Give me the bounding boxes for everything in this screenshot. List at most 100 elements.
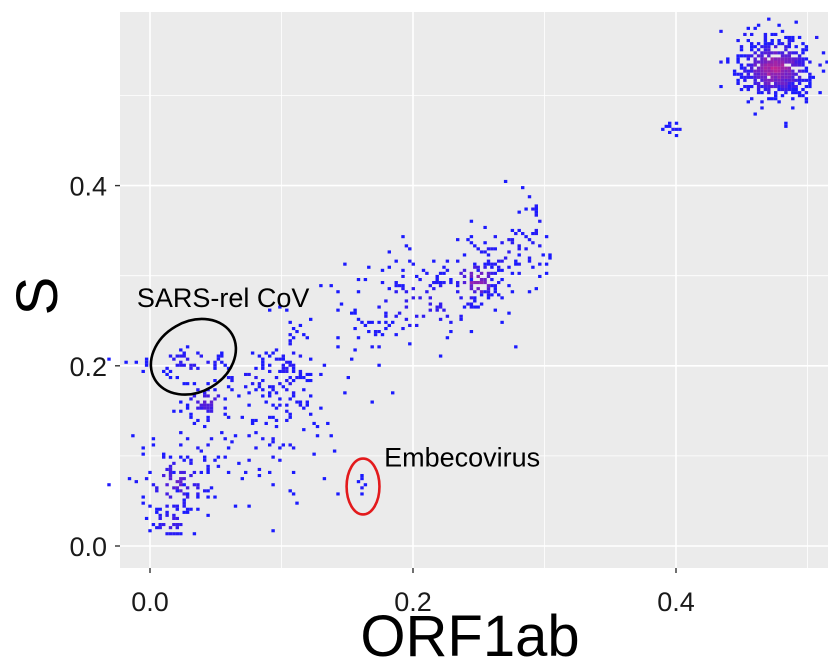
heatmap-cell bbox=[384, 314, 388, 318]
heatmap-cell bbox=[746, 63, 750, 67]
heatmap-cell bbox=[497, 268, 501, 272]
heatmap-cell bbox=[760, 72, 764, 76]
heatmap-cell bbox=[746, 39, 750, 43]
heatmap-cell bbox=[302, 388, 306, 392]
heatmap-cell bbox=[760, 106, 764, 110]
heatmap-cell bbox=[179, 523, 183, 527]
heatmap-cell bbox=[408, 259, 412, 263]
heatmap-cell bbox=[291, 379, 296, 383]
heatmap-cell bbox=[203, 403, 207, 407]
heatmap-cell bbox=[367, 265, 371, 269]
heatmap-cell bbox=[182, 510, 186, 514]
heatmap-cell bbox=[168, 467, 173, 471]
heatmap-cell bbox=[216, 464, 221, 468]
heatmap-cell bbox=[394, 290, 398, 294]
heatmap-cell bbox=[206, 403, 210, 407]
heatmap-cell bbox=[312, 421, 316, 425]
heatmap-cell bbox=[415, 274, 419, 278]
heatmap-cell bbox=[244, 372, 248, 376]
heatmap-cell bbox=[168, 495, 173, 499]
heatmap-cell bbox=[336, 290, 340, 294]
heatmap-cell bbox=[804, 91, 809, 95]
heatmap-cell bbox=[356, 290, 361, 294]
heatmap-cell bbox=[319, 406, 323, 410]
heatmap-cell bbox=[736, 81, 740, 85]
heatmap-cell bbox=[770, 66, 774, 70]
heatmap-cell bbox=[189, 412, 193, 416]
heatmap-cell bbox=[332, 449, 337, 453]
heatmap-cell bbox=[777, 100, 781, 104]
minor-gridlines bbox=[120, 12, 828, 568]
heatmap-cell bbox=[438, 271, 443, 275]
heatmap-cell bbox=[750, 66, 754, 70]
heatmap-cell bbox=[203, 394, 207, 398]
heatmap-cell bbox=[298, 369, 303, 373]
heatmap-cell bbox=[309, 412, 313, 416]
heatmap-cell bbox=[743, 75, 747, 79]
heatmap-cell bbox=[787, 45, 791, 49]
heatmap-cell bbox=[196, 351, 200, 355]
heatmap-cell bbox=[203, 391, 207, 395]
heatmap-cell bbox=[746, 88, 750, 92]
heatmap-cell bbox=[206, 382, 210, 386]
heatmap-cell bbox=[476, 281, 480, 285]
heatmap-cell bbox=[473, 296, 477, 300]
heatmap-cell bbox=[107, 483, 111, 487]
heatmap-cell bbox=[230, 379, 234, 383]
heatmap-cell bbox=[797, 94, 802, 98]
heatmap-cell bbox=[767, 66, 771, 70]
heatmap-cell bbox=[209, 409, 214, 413]
x-tick-label: 0.0 bbox=[131, 587, 169, 617]
heatmap-cell bbox=[387, 250, 391, 254]
heatmap-cell bbox=[750, 85, 754, 89]
heatmap-cell bbox=[763, 85, 768, 89]
heatmap-cell bbox=[787, 78, 791, 82]
heatmap-cell bbox=[473, 305, 477, 309]
heatmap-cell bbox=[787, 42, 791, 46]
heatmap-cell bbox=[456, 281, 460, 285]
heatmap-cell bbox=[787, 88, 791, 92]
heatmap-cell bbox=[127, 477, 132, 481]
heatmap-cell bbox=[380, 268, 385, 272]
heatmap-cell bbox=[784, 88, 788, 92]
heatmap-cell bbox=[134, 360, 138, 364]
heatmap-cell bbox=[155, 489, 159, 493]
heatmap-cell bbox=[274, 357, 279, 361]
heatmap-cell bbox=[668, 121, 672, 125]
heatmap-cell bbox=[794, 20, 798, 24]
heatmap-cell bbox=[254, 388, 258, 392]
heatmap-cell bbox=[432, 281, 436, 285]
heatmap-cell bbox=[780, 42, 785, 46]
heatmap-cell bbox=[777, 66, 781, 70]
heatmap-cell bbox=[336, 345, 340, 349]
heatmap-cell bbox=[469, 284, 474, 288]
heatmap-cell bbox=[158, 513, 162, 517]
heatmap-cell bbox=[185, 455, 190, 459]
heatmap-cell bbox=[350, 357, 354, 361]
heatmap-cell bbox=[322, 477, 327, 481]
heatmap-cell bbox=[428, 296, 432, 300]
heatmap-cell bbox=[285, 369, 289, 373]
heatmap-cell bbox=[288, 320, 292, 324]
heatmap-cell bbox=[490, 284, 494, 288]
heatmap-cell bbox=[774, 45, 778, 49]
heatmap-cell bbox=[196, 446, 200, 450]
heatmap-cell bbox=[298, 323, 303, 327]
heatmap-cell bbox=[507, 284, 511, 288]
heatmap-cell bbox=[469, 281, 474, 285]
heatmap-cell bbox=[527, 238, 532, 242]
heatmap-cell bbox=[541, 253, 545, 257]
heatmap-cell bbox=[302, 333, 306, 337]
heatmap-cell bbox=[179, 470, 183, 474]
heatmap-cell bbox=[179, 483, 183, 487]
annotation-ellipse bbox=[149, 317, 238, 396]
heatmap-cell bbox=[500, 320, 504, 324]
heatmap-cell bbox=[230, 388, 234, 392]
heatmap-cell bbox=[469, 302, 474, 306]
heatmap-cell bbox=[442, 265, 446, 269]
heatmap-cell bbox=[360, 320, 364, 324]
heatmap-cell bbox=[514, 232, 518, 236]
heatmap-cell bbox=[370, 320, 374, 324]
heatmap-cell bbox=[490, 265, 494, 269]
heatmap-cell bbox=[544, 262, 549, 266]
